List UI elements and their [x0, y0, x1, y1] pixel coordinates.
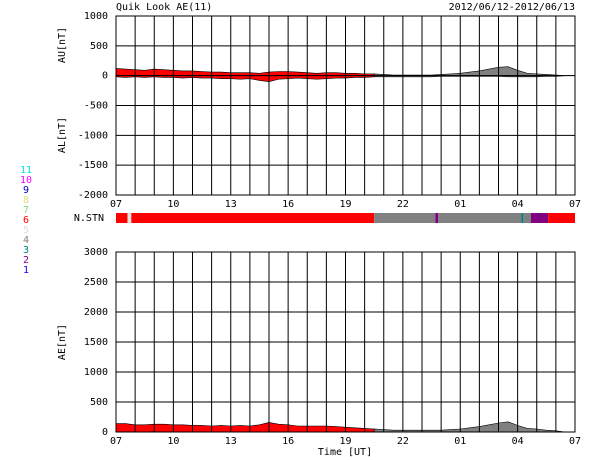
- y-axis-label: AL[nT]: [57, 117, 68, 153]
- y-tick-label: 2500: [84, 277, 108, 288]
- station-segment: [521, 213, 524, 223]
- station-legend-label: 6: [23, 215, 29, 226]
- station-legend-label: 3: [23, 245, 29, 256]
- x-tick-label: 07: [569, 199, 581, 210]
- x-tick-label: 07: [110, 199, 122, 210]
- station-segment: [374, 213, 436, 223]
- x-tick-label: 19: [339, 436, 351, 447]
- station-legend-label: 10: [20, 175, 32, 186]
- x-tick-label: 16: [282, 199, 294, 210]
- x-tick-label: 07: [110, 436, 122, 447]
- y-tick-label: 0: [102, 71, 108, 82]
- station-segment: [116, 213, 128, 223]
- y-tick-label: -500: [84, 101, 108, 112]
- x-tick-label: 01: [454, 199, 466, 210]
- station-legend-label: 11: [20, 165, 32, 176]
- y-tick-label: 1000: [84, 367, 108, 378]
- x-tick-label: 04: [512, 199, 524, 210]
- x-tick-label: 22: [397, 199, 409, 210]
- x-tick-label: 16: [282, 436, 294, 447]
- x-tick-label: 10: [167, 199, 179, 210]
- y-tick-label: 1500: [84, 337, 108, 348]
- x-tick-label: 19: [339, 199, 351, 210]
- station-segment: [131, 213, 375, 223]
- y-tick-label: 3000: [84, 247, 108, 258]
- station-segment: [548, 213, 575, 223]
- station-segment: [435, 213, 439, 223]
- strip-label: N.STN: [74, 213, 104, 224]
- station-legend-label: 4: [23, 235, 29, 246]
- station-segment: [127, 213, 132, 223]
- station-legend-label: 9: [23, 185, 29, 196]
- y-axis-label: AU[nT]: [57, 27, 68, 63]
- plot-frame: [115, 15, 576, 196]
- station-segment: [531, 213, 549, 223]
- station-legend-label: 5: [23, 225, 29, 236]
- y-tick-label: -1500: [78, 160, 108, 171]
- y-tick-label: 500: [90, 41, 108, 52]
- station-legend-label: 1: [23, 265, 29, 276]
- x-tick-label: 22: [397, 436, 409, 447]
- area: [373, 66, 575, 76]
- y-tick-label: 1000: [84, 11, 108, 22]
- y-axis-label: AE[nT]: [57, 324, 68, 360]
- chart-title: Quik Look AE(11): [116, 2, 212, 13]
- station-segment: [523, 213, 532, 223]
- y-tick-label: -1000: [78, 130, 108, 141]
- x-tick-label: 07: [569, 436, 581, 447]
- x-tick-label: 13: [225, 436, 237, 447]
- area: [373, 421, 575, 433]
- station-legend-label: 8: [23, 195, 29, 206]
- y-tick-label: 500: [90, 397, 108, 408]
- plot-frame: [115, 251, 576, 433]
- station-segment: [438, 213, 522, 223]
- chart-subtitle: 2012/06/12-2012/06/13: [449, 2, 575, 13]
- x-tick-label: 04: [512, 436, 524, 447]
- y-tick-label: -2000: [78, 190, 108, 201]
- x-tick-label: 01: [454, 436, 466, 447]
- x-tick-label: 10: [167, 436, 179, 447]
- y-tick-label: 2000: [84, 307, 108, 318]
- y-tick-label: 0: [102, 427, 108, 438]
- station-legend-label: 2: [23, 255, 29, 266]
- x-axis-label: Time [UT]: [318, 447, 372, 458]
- x-tick-label: 13: [225, 199, 237, 210]
- station-legend-label: 7: [23, 205, 29, 216]
